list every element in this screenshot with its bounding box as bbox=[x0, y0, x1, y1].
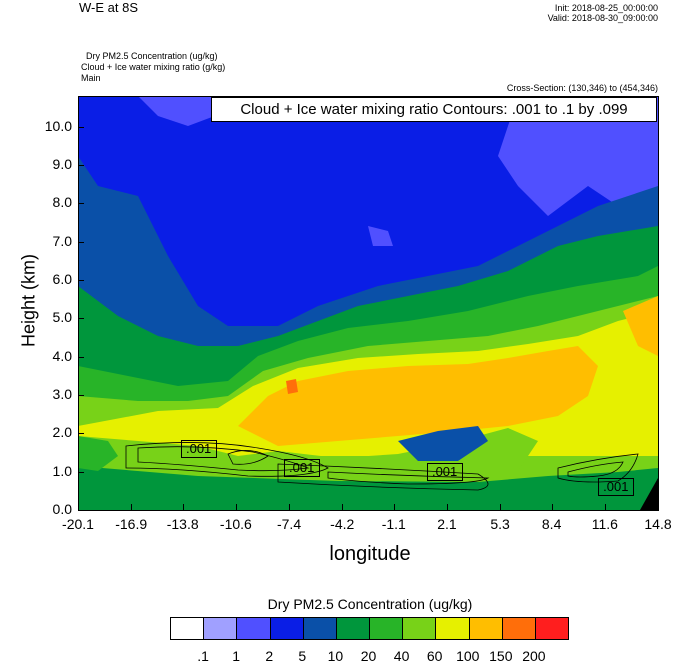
field-region-surface bbox=[78, 466, 658, 510]
colorbar-level-label: 40 bbox=[393, 648, 410, 664]
valid-time: Valid: 2018-08-30_09:00:00 bbox=[547, 13, 658, 23]
colorbar-swatch bbox=[370, 618, 404, 639]
x-axis-label: longitude bbox=[329, 543, 411, 565]
init-time: Init: 2018-08-25_00:00:00 bbox=[554, 3, 658, 13]
contour-value-label: .001 bbox=[426, 462, 463, 481]
y-tick-label: 6.0 bbox=[52, 271, 72, 287]
x-tick-mark bbox=[658, 504, 659, 510]
y-tick-mark bbox=[78, 203, 84, 205]
y-tick-label: 3.0 bbox=[52, 386, 72, 402]
y-tick-mark bbox=[78, 356, 84, 358]
cloud-contours bbox=[125, 442, 639, 491]
y-tick-label: 7.0 bbox=[52, 232, 72, 249]
x-tick-mark bbox=[78, 504, 79, 510]
x-tick-label: -20.1 bbox=[62, 516, 94, 532]
field-region-2to5-right bbox=[498, 96, 658, 216]
colorbar-swatch bbox=[535, 618, 569, 639]
plot-title: W-E at 8S bbox=[79, 0, 139, 15]
colorbar-swatch bbox=[336, 618, 371, 639]
colorbar-level-label: 150 bbox=[489, 648, 513, 664]
field-region-bl-light bbox=[78, 428, 538, 488]
field-region-150to200 bbox=[238, 346, 598, 446]
colorbar-title: Dry PM2.5 Concentration (ug/kg) bbox=[267, 596, 473, 612]
colorbar-level-label: 100 bbox=[456, 648, 480, 664]
colorbar-level-label: 2 bbox=[265, 648, 274, 664]
x-tick-label: -16.9 bbox=[115, 516, 148, 532]
x-tick-mark bbox=[289, 504, 291, 510]
x-tick-mark bbox=[500, 504, 502, 510]
colorbar bbox=[170, 617, 569, 640]
x-tick-label: -10.6 bbox=[219, 516, 252, 532]
plot-frame bbox=[78, 96, 659, 511]
x-tick-label: -13.8 bbox=[166, 516, 199, 532]
x-tick-mark bbox=[342, 504, 344, 510]
terrain bbox=[640, 478, 658, 510]
y-tick-label: 8.0 bbox=[52, 194, 72, 211]
x-tick-label: 8.4 bbox=[541, 516, 562, 532]
colorbar-swatch bbox=[436, 618, 470, 639]
field-label-main: Main bbox=[81, 73, 101, 83]
x-tick-label: 14.8 bbox=[644, 516, 672, 532]
y-tick-label: 9.0 bbox=[52, 156, 72, 172]
field-region-200-spot bbox=[286, 379, 298, 394]
x-tick-mark bbox=[551, 504, 553, 510]
colorbar-swatch bbox=[270, 618, 304, 639]
field-region-2to5-patch bbox=[368, 226, 393, 246]
colorbar-level-label: 10 bbox=[327, 648, 344, 664]
field-region-left-edge bbox=[78, 436, 118, 471]
y-tick-mark bbox=[78, 471, 84, 473]
y-tick-mark bbox=[78, 165, 84, 166]
y-tick-mark bbox=[78, 280, 84, 281]
contour-legend: Cloud + Ice water mixing ratio Contours:… bbox=[211, 97, 657, 122]
x-tick-label: -7.4 bbox=[276, 516, 302, 532]
y-tick-mark bbox=[78, 510, 84, 511]
x-tick-label: -1.1 bbox=[381, 516, 406, 532]
x-tick-label: 11.6 bbox=[591, 516, 618, 532]
field-label-cloud: Cloud + Ice water mixing ratio (g/kg) bbox=[81, 62, 226, 72]
y-tick-mark bbox=[78, 433, 84, 435]
x-tick-mark bbox=[604, 504, 606, 510]
colorbar-swatch bbox=[237, 618, 271, 639]
y-tick-label: 2.0 bbox=[52, 424, 72, 441]
y-tick-label: 1.0 bbox=[52, 462, 72, 479]
y-tick-mark bbox=[78, 241, 84, 243]
contour-value-label: .001 bbox=[283, 458, 320, 477]
x-tick-mark bbox=[131, 504, 133, 510]
field-region-bl-clean bbox=[398, 426, 488, 461]
colorbar-swatch bbox=[204, 618, 238, 639]
colorbar-level-label: 200 bbox=[522, 648, 546, 664]
x-tick-mark bbox=[446, 504, 448, 510]
colorbar-swatch bbox=[502, 618, 536, 639]
x-tick-mark bbox=[182, 504, 184, 510]
contour-value-label: .001 bbox=[597, 478, 634, 496]
x-tick-label: 2.1 bbox=[437, 516, 457, 532]
x-tick-label: 5.3 bbox=[490, 516, 510, 532]
colorbar-level-label: 1 bbox=[232, 648, 241, 664]
colorbar-level-label: 20 bbox=[360, 648, 377, 664]
cross-section-plot bbox=[78, 96, 658, 510]
y-tick-label: 0.0 bbox=[52, 501, 72, 517]
contour-value-label: .001 bbox=[180, 439, 217, 458]
colorbar-swatch bbox=[303, 618, 337, 639]
y-tick-mark bbox=[78, 318, 84, 320]
x-tick-mark bbox=[235, 504, 237, 510]
colorbar-level-label: .1 bbox=[197, 648, 209, 664]
colorbar-level-label: 60 bbox=[426, 648, 443, 664]
x-tick-mark bbox=[393, 504, 395, 510]
field-region-150to200-right bbox=[623, 296, 658, 356]
y-axis-label: Height (km) bbox=[18, 254, 39, 348]
x-tick-label: -4.2 bbox=[330, 516, 355, 532]
colorbar-swatch bbox=[403, 618, 437, 639]
colorbar-level-label: 5 bbox=[298, 648, 307, 664]
colorbar-swatch bbox=[171, 618, 205, 639]
field-label-pm25: Dry PM2.5 Concentration (ug/kg) bbox=[86, 51, 218, 61]
y-tick-label: 5.0 bbox=[52, 309, 72, 326]
y-tick-mark bbox=[78, 395, 84, 396]
y-tick-label: 10.0 bbox=[44, 117, 72, 134]
y-tick-mark bbox=[78, 126, 84, 128]
colorbar-swatch bbox=[469, 618, 503, 639]
y-tick-label: 4.0 bbox=[52, 347, 72, 364]
cross-section-label: Cross-Section: (130,346) to (454,346) bbox=[506, 83, 658, 93]
